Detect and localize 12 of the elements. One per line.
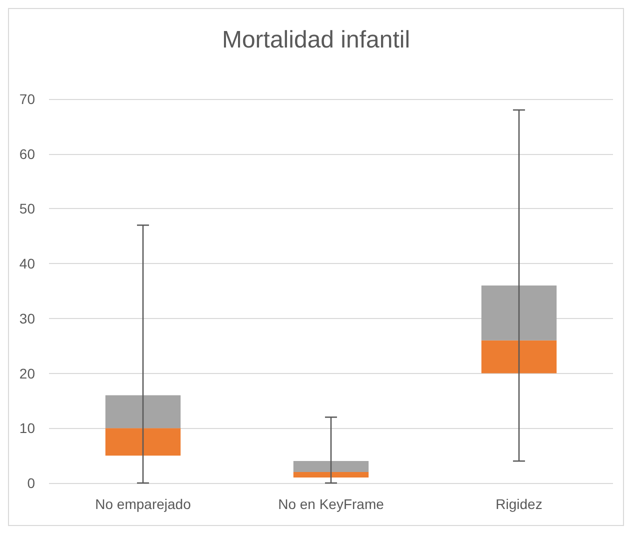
y-tick-label: 0	[27, 475, 36, 491]
x-tick-label: No emparejado	[95, 496, 192, 512]
x-tick-label: Rigidez	[496, 496, 542, 512]
y-tick-label: 60	[19, 146, 36, 162]
y-tick-label: 70	[19, 91, 36, 107]
x-tick-label: No en KeyFrame	[278, 496, 384, 512]
y-tick-label: 30	[19, 310, 36, 326]
y-tick-label: 10	[19, 420, 36, 436]
y-tick-label: 50	[19, 200, 36, 217]
chart-title: Mortalidad infantil	[222, 26, 410, 54]
y-tick-label: 40	[19, 256, 36, 272]
y-tick-label: 20	[19, 365, 36, 382]
